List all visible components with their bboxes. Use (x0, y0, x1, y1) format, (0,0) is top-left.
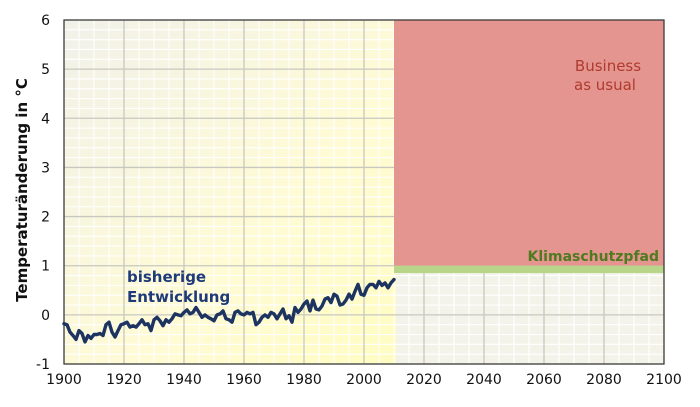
y-tick-label: 5 (41, 62, 50, 78)
business-as-usual-region (394, 20, 664, 266)
x-tick-label: 2060 (526, 372, 562, 388)
klimaschutzpfad-label: Klimaschutzpfad (528, 249, 659, 265)
y-tick-label: 2 (41, 210, 50, 226)
temperature-series-line (62, 277, 396, 344)
x-tick-label: 2000 (346, 372, 382, 388)
klimaschutzpfad-band (394, 265, 664, 274)
y-tick-label: 1 (41, 259, 50, 275)
x-tick-label: 1900 (46, 372, 82, 388)
y-tick-label: -1 (36, 357, 50, 373)
plot-frame (63, 19, 665, 365)
history-label-line1: bisherige (127, 268, 206, 286)
x-tick-label: 2040 (466, 372, 502, 388)
x-axis-ticks: 1900 1920 1940 1960 1980 2000 2020 2040 2060 2080… (46, 372, 682, 388)
business-as-usual-label-line2: as usual (574, 76, 636, 94)
x-tick-label: 1980 (286, 372, 322, 388)
y-axis-label: Temperaturänderung in °C (13, 78, 31, 302)
y-tick-label: 3 (41, 160, 50, 176)
x-tick-label: 1920 (106, 372, 142, 388)
x-tick-label: 1960 (226, 372, 262, 388)
history-region (64, 20, 396, 364)
history-label-line2: Entwicklung (127, 288, 230, 306)
x-tick-label: 2080 (586, 372, 622, 388)
x-tick-label: 1940 (166, 372, 202, 388)
business-as-usual-label-line1: Business (575, 57, 641, 75)
y-axis-ticks: -1 0 1 2 3 4 5 6 (36, 13, 50, 373)
x-tick-label: 2100 (646, 372, 682, 388)
y-tick-label: 6 (41, 13, 50, 29)
y-tick-label: 0 (41, 308, 50, 324)
x-tick-label: 2020 (406, 372, 442, 388)
y-tick-label: 4 (41, 111, 50, 127)
